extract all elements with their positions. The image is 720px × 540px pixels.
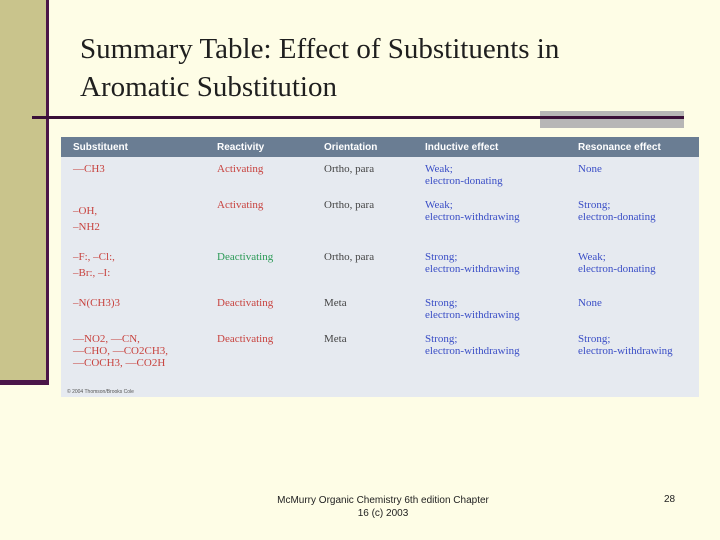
slide-title-line-2: Aromatic Substitution: [80, 71, 337, 103]
header-inductive: Inductive effect: [413, 137, 566, 157]
table-row: —CH3 Activating Ortho, para Weak; electro…: [61, 157, 699, 193]
cell-reactivity: Deactivating: [217, 297, 274, 309]
cell-resonance: Strong; electron-withdrawing: [578, 333, 673, 357]
cell-orientation: Meta: [324, 333, 347, 345]
cell-inductive: Weak; electron-withdrawing: [425, 199, 520, 223]
header-resonance: Resonance effect: [566, 137, 699, 157]
cell-orientation: Ortho, para: [324, 199, 375, 211]
header-reactivity: Reactivity: [205, 137, 312, 157]
cell-reactivity: Activating: [217, 163, 264, 175]
cell-inductive: Weak; electron-donating: [425, 163, 503, 187]
title-rule: [32, 116, 684, 119]
footer-line-2: 16 (c) 2003: [357, 508, 409, 519]
cell-resonance: Strong; electron-donating: [578, 199, 656, 223]
cell-substituent: –N(CH3)3: [73, 297, 121, 309]
left-accent-line: [46, 0, 49, 385]
page-number: 28: [664, 494, 676, 505]
cell-substituent: —NO2, —CN, —CHO, —CO2CH3, —COCH3, —CO2H: [73, 333, 169, 369]
cell-substituent: –F:, –Cl:, –Br:, –I:: [73, 251, 115, 279]
cell-substituent: –OH, –NH2: [73, 205, 100, 233]
cell-reactivity: Deactivating: [217, 251, 274, 263]
header-orientation: Orientation: [312, 137, 413, 157]
title-rule-accent: [540, 111, 684, 128]
cell-resonance: None: [578, 163, 602, 175]
cell-inductive: Strong; electron-withdrawing: [425, 251, 520, 275]
footer-line-1: McMurry Organic Chemistry 6th edition Ch…: [277, 495, 489, 506]
summary-table-figure: Substituent Reactivity Orientation Induc…: [61, 137, 699, 397]
slide-title: Summary Table: Effect of Substituents in…: [80, 30, 680, 106]
cell-resonance: Weak; electron-donating: [578, 251, 656, 275]
cell-orientation: Ortho, para: [324, 251, 375, 263]
table-row: –N(CH3)3 Deactivating Meta Strong; electr…: [61, 285, 699, 327]
table-row: —NO2, —CN, —CHO, —CO2CH3, —COCH3, —CO2H De…: [61, 327, 699, 375]
cell-inductive: Strong; electron-withdrawing: [425, 297, 520, 321]
cell-orientation: Meta: [324, 297, 347, 309]
cell-reactivity: Deactivating: [217, 333, 274, 345]
cell-reactivity: Activating: [217, 199, 264, 211]
left-accent-foot: [0, 380, 49, 385]
cell-resonance: None: [578, 297, 602, 309]
cell-inductive: Strong; electron-withdrawing: [425, 333, 520, 357]
slide-footer: McMurry Organic Chemistry 6th edition Ch…: [268, 494, 498, 520]
table-header-row: Substituent Reactivity Orientation Induc…: [61, 137, 699, 157]
left-accent-bar: [0, 0, 46, 383]
header-substituent: Substituent: [61, 137, 205, 157]
cell-orientation: Ortho, para: [324, 163, 375, 175]
slide-title-line-1: Summary Table: Effect of Substituents in: [80, 33, 560, 65]
figure-copyright: © 2004 Thomson/Brooks Cole: [67, 389, 134, 395]
table-row: –OH, –NH2 Activating Ortho, para Weak; ele…: [61, 193, 699, 239]
cell-substituent: —CH3: [73, 163, 105, 175]
table-row: –F:, –Cl:, –Br:, –I: Deactivating Ortho, …: [61, 239, 699, 285]
summary-table: Substituent Reactivity Orientation Induc…: [61, 137, 699, 375]
